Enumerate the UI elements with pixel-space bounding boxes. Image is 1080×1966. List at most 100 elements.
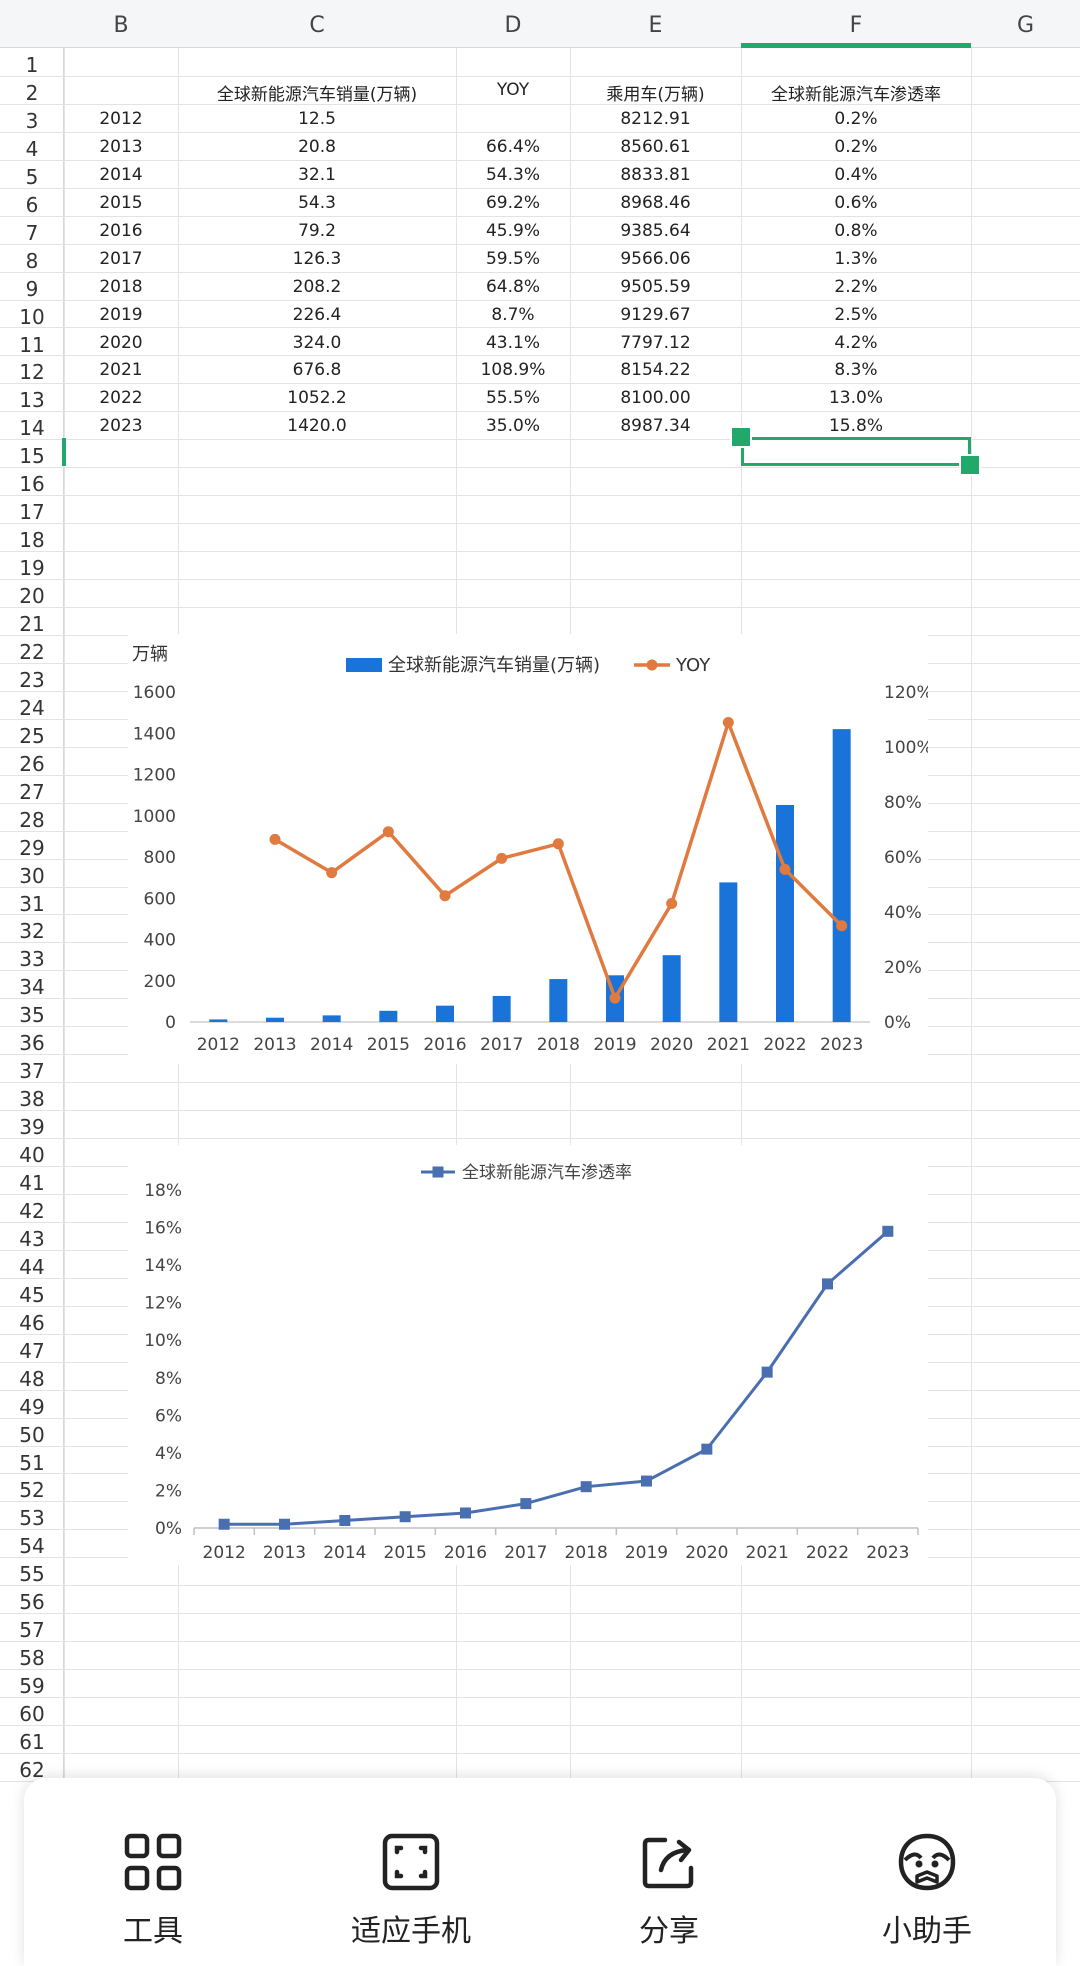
row-header[interactable]: 55 xyxy=(19,1562,45,1586)
table-cell[interactable]: 64.8% xyxy=(485,277,540,297)
table-cell[interactable]: 8560.61 xyxy=(620,137,691,157)
row-header[interactable]: 52 xyxy=(19,1478,45,1502)
table-cell[interactable]: 79.2 xyxy=(298,221,336,241)
row-header[interactable]: 21 xyxy=(19,612,45,636)
row-header[interactable]: 51 xyxy=(19,1451,45,1475)
row-header[interactable]: 1 xyxy=(25,53,39,77)
row-header[interactable]: 57 xyxy=(19,1618,45,1642)
table-cell[interactable]: 108.9% xyxy=(480,360,546,380)
table-cell[interactable]: 35.0% xyxy=(485,416,540,436)
row-header[interactable]: 46 xyxy=(19,1311,45,1335)
table-cell[interactable]: 13.0% xyxy=(828,388,883,408)
column-header-e[interactable]: E xyxy=(648,13,663,38)
table-cell[interactable]: 59.5% xyxy=(485,249,540,269)
row-header[interactable]: 7 xyxy=(25,221,39,245)
header-cell-yoy[interactable]: YOY xyxy=(496,80,530,100)
table-cell[interactable]: 8212.91 xyxy=(620,109,691,129)
column-header-f[interactable]: F xyxy=(849,13,863,38)
row-header[interactable]: 5 xyxy=(25,165,39,189)
table-cell[interactable]: 2014 xyxy=(99,165,143,185)
row-header[interactable]: 42 xyxy=(19,1199,45,1223)
table-cell[interactable]: 2023 xyxy=(99,416,143,436)
row-header[interactable]: 45 xyxy=(19,1283,45,1307)
row-header[interactable]: 3 xyxy=(25,109,39,133)
row-header[interactable]: 11 xyxy=(19,333,45,357)
table-cell[interactable]: 20.8 xyxy=(298,137,336,157)
table-cell[interactable]: 2.5% xyxy=(834,305,878,325)
selection-start-handle[interactable] xyxy=(730,426,752,448)
row-header[interactable]: 40 xyxy=(19,1143,45,1167)
table-cell[interactable]: 0.8% xyxy=(834,221,878,241)
cell-selection[interactable] xyxy=(741,437,971,466)
tools-button[interactable]: 工具 xyxy=(24,1778,282,1966)
table-cell[interactable]: 9129.67 xyxy=(620,305,691,325)
row-header[interactable]: 61 xyxy=(19,1730,45,1754)
row-header[interactable]: 48 xyxy=(19,1367,45,1391)
column-header-d[interactable]: D xyxy=(504,13,522,38)
table-cell[interactable]: 8833.81 xyxy=(620,165,691,185)
row-header[interactable]: 54 xyxy=(19,1534,45,1558)
table-cell[interactable]: 1052.2 xyxy=(287,388,347,408)
row-header[interactable]: 60 xyxy=(19,1702,45,1726)
table-cell[interactable]: 2013 xyxy=(99,137,143,157)
table-cell[interactable]: 0.4% xyxy=(834,165,878,185)
table-cell[interactable]: 676.8 xyxy=(292,360,342,380)
row-header[interactable]: 30 xyxy=(19,864,45,888)
header-cell-passenger-cars[interactable]: 乘用车(万辆) xyxy=(606,85,705,105)
table-cell[interactable]: 12.5 xyxy=(298,109,336,129)
row-header[interactable]: 34 xyxy=(19,975,45,999)
row-header[interactable]: 37 xyxy=(19,1059,45,1083)
table-cell[interactable]: 8100.00 xyxy=(620,388,691,408)
row-header[interactable]: 32 xyxy=(19,919,45,943)
row-header[interactable]: 43 xyxy=(19,1227,45,1251)
table-cell[interactable]: 32.1 xyxy=(298,165,336,185)
row-header[interactable]: 44 xyxy=(19,1255,45,1279)
row-header[interactable]: 10 xyxy=(19,305,45,329)
penetration-chart[interactable]: 0% 2% 4% 6% 8% 10% 12% 14% 16% 18% 2012 2013 2014 201… xyxy=(128,1145,928,1565)
selection-end-handle[interactable] xyxy=(959,454,981,476)
row-header[interactable]: 25 xyxy=(19,724,45,748)
row-header[interactable]: 38 xyxy=(19,1087,45,1111)
table-cell[interactable]: 324.0 xyxy=(292,333,342,353)
row-header[interactable]: 33 xyxy=(19,947,45,971)
table-cell[interactable]: 8154.22 xyxy=(620,360,691,380)
table-cell[interactable]: 126.3 xyxy=(292,249,342,269)
row-header[interactable]: 59 xyxy=(19,1674,45,1698)
table-cell[interactable]: 208.2 xyxy=(292,277,342,297)
row-header[interactable]: 56 xyxy=(19,1590,45,1614)
row-header[interactable]: 53 xyxy=(19,1506,45,1530)
row-header[interactable]: 47 xyxy=(19,1339,45,1363)
table-cell[interactable]: 1420.0 xyxy=(287,416,347,436)
fit-phone-button[interactable]: 适应手机 xyxy=(282,1778,540,1966)
assistant-button[interactable]: 小助手 xyxy=(798,1778,1056,1966)
table-cell[interactable]: 0.6% xyxy=(834,193,878,213)
column-header-c[interactable]: C xyxy=(309,13,325,38)
table-cell[interactable]: 2019 xyxy=(99,305,143,325)
row-header[interactable]: 50 xyxy=(19,1423,45,1447)
table-cell[interactable]: 54.3% xyxy=(485,165,540,185)
row-header[interactable]: 36 xyxy=(19,1031,45,1055)
table-cell[interactable]: 2022 xyxy=(99,388,143,408)
table-cell[interactable]: 9385.64 xyxy=(620,221,691,241)
row-header[interactable]: 2 xyxy=(25,81,39,105)
table-cell[interactable]: 9566.06 xyxy=(620,249,691,269)
sales-yoy-chart[interactable]: 万辆 0 200 400 600 800 1000 1200 1400 1600 0% 20% 40%… xyxy=(128,634,928,1064)
table-cell[interactable]: 66.4% xyxy=(485,137,540,157)
table-cell[interactable]: 8.3% xyxy=(834,360,878,380)
table-cell[interactable]: 0.2% xyxy=(834,109,878,129)
table-cell[interactable]: 69.2% xyxy=(485,193,540,213)
row-header[interactable]: 49 xyxy=(19,1395,45,1419)
table-cell[interactable]: 2020 xyxy=(99,333,143,353)
column-header-b[interactable]: B xyxy=(113,13,129,38)
row-header[interactable]: 31 xyxy=(19,892,45,916)
table-cell[interactable]: 0.2% xyxy=(834,137,878,157)
row-header[interactable]: 16 xyxy=(19,472,45,496)
table-cell[interactable]: 8987.34 xyxy=(620,416,691,436)
row-header[interactable]: 28 xyxy=(19,808,45,832)
row-header[interactable]: 19 xyxy=(19,556,45,580)
table-cell[interactable]: 45.9% xyxy=(485,221,540,241)
table-cell[interactable]: 55.5% xyxy=(485,388,540,408)
table-cell[interactable]: 2016 xyxy=(99,221,143,241)
row-header[interactable]: 27 xyxy=(19,780,45,804)
table-cell[interactable]: 7797.12 xyxy=(620,333,691,353)
